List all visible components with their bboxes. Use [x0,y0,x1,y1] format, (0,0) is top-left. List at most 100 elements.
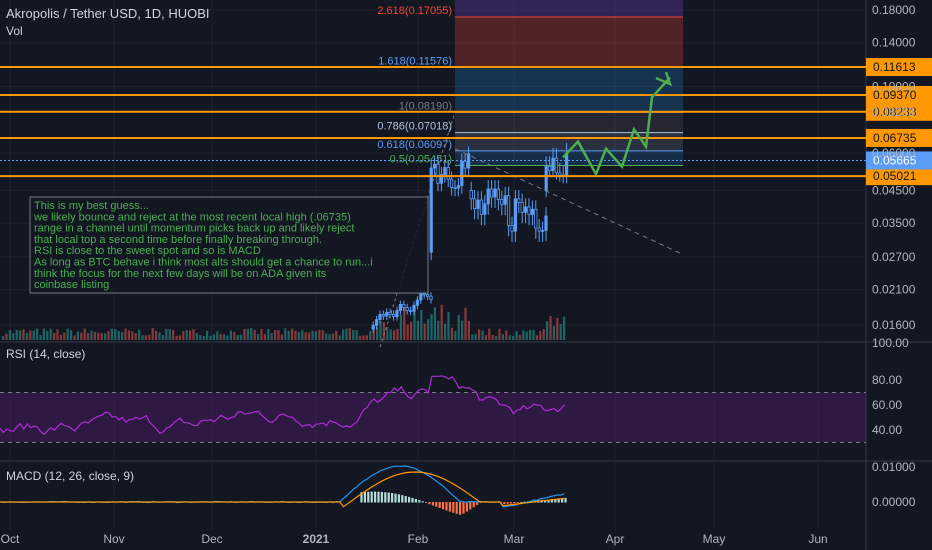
volume-bar [22,329,25,340]
volume-bar [335,330,338,340]
volume-bar [66,328,69,340]
candle-body [517,198,521,203]
candle-body [408,310,413,312]
candle-body [527,206,531,215]
volume-bar [155,330,158,340]
candle-body [429,167,433,253]
macd-histogram-bar [455,502,458,514]
volume-bar [219,333,222,340]
volume-bar [236,335,239,340]
annotation-line: This is my best guess... [34,200,149,212]
price-label: 0.09370 [873,88,917,102]
volume-bar [216,331,219,340]
volume-bar [427,319,430,340]
price-tick-label: 0.02100 [872,283,916,297]
time-tick-label: Oct [1,532,20,546]
volume-bar [80,332,83,340]
volume-bar [260,328,263,340]
price-tick-label: 0.01600 [872,318,916,332]
rsi-tick-label: 60.00 [872,398,902,412]
volume-bar [325,333,328,340]
macd-histogram-bar [448,502,451,512]
macd-histogram-bar [452,502,455,513]
annotation-line: coinbase listing [34,279,109,291]
macd-signal-line [0,471,565,508]
macd-histogram-bar [394,493,397,503]
volume-bar [410,321,413,340]
volume-bar [42,328,45,340]
volume-bar [131,331,134,340]
rsi-pane[interactable]: RSI (14, close) 80.00 60.00 40.00 [0,347,902,443]
volume-bar [481,330,484,340]
price-tick-label: 0.08233 [872,105,916,119]
volume-bar [199,335,202,340]
horizontal-levels[interactable]: 0.11613 0.09370 0.08233 0.06735 0.05021 0.056… [0,58,932,186]
chart-title: Akropolis / Tether USD, 1D, HUOBI [6,6,210,21]
volume-bar [382,322,385,340]
volume-bar [525,331,528,340]
volume-bar [488,328,491,340]
macd-histogram-bar [465,502,468,512]
volume-bar [134,333,137,340]
volume-bar [518,334,521,340]
volume-bar [185,330,188,340]
fib-level-label: 0.786(0.07018) [377,121,452,133]
volume-bar [144,335,147,340]
volume-bar [416,320,419,340]
volume-bar [246,328,249,340]
volume-bar [233,332,236,340]
volume-bar [206,330,209,340]
volume-bar [202,335,205,340]
volume-bar [563,316,566,340]
candle-body [439,174,444,184]
candle-body [479,199,484,215]
candle-body [374,319,379,326]
candles [371,142,569,334]
volume-bar [46,330,49,340]
annotation-box[interactable]: This is my best guess...we likely bounce… [29,196,429,294]
volume-bar [542,328,545,340]
time-tick-label: Apr [606,532,625,546]
macd-histogram-bar [431,502,434,506]
macd-tick-label: 0.00000 [872,495,916,509]
volume-bar [127,330,130,340]
volume-bar [393,330,396,340]
fib-zone [455,67,683,113]
candle-body [412,304,416,312]
macd-histogram-bar [462,502,465,514]
annotation-line: As long as BTC behave i think most alts … [34,257,373,269]
volume-bar [467,320,470,340]
candle-body [405,307,409,311]
volume-label: Vol [6,24,23,38]
volume-bar [93,331,96,340]
volume-bar [515,331,518,340]
candle-body [544,215,548,231]
macd-label: MACD (12, 26, close, 9) [6,469,134,483]
candle-body [503,195,507,205]
last-price-label: 0.05665 [873,153,917,167]
volume-bar [311,330,314,340]
macd-pane[interactable]: MACD (12, 26, close, 9) 0.01000 0.00000 [0,460,916,515]
price-tick-label: 0.02700 [872,250,916,264]
fib-level-label: 0.5(0.05451) [390,153,452,165]
price-tick-label: 100.00 [872,336,909,350]
candle-body [463,160,467,169]
volume-bar [355,330,358,340]
volume-bar [39,335,42,340]
price-label-bg [866,167,932,186]
volume-bar [512,335,515,340]
macd-histogram-bar [438,502,441,509]
volume-bar [522,330,525,340]
price-label-bg [866,102,932,121]
volume-bar [338,335,341,340]
candle-body [520,201,524,213]
volume-bar [376,326,379,340]
annotation-line: RSI is close to the sweet spot and so is… [34,245,261,257]
volume-bar [192,328,195,340]
candle-body [388,311,392,315]
fib-zone [455,132,683,151]
volume-bar [294,330,297,340]
price-label: 0.06735 [873,131,917,145]
price-label-bg [866,58,932,77]
